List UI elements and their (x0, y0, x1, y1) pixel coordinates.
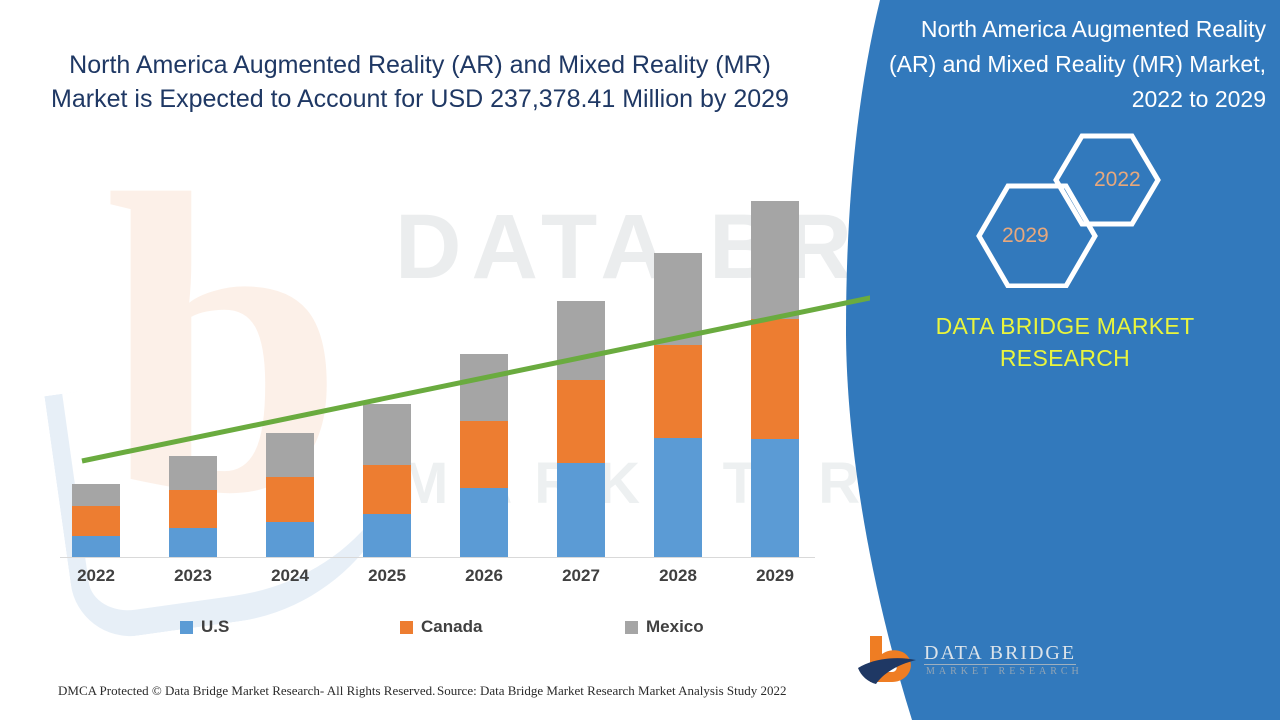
legend-item[interactable]: Canada (400, 617, 625, 637)
x-axis-label: 2026 (465, 566, 503, 585)
bar-segment[interactable] (72, 484, 120, 506)
x-axis-label: 2025 (368, 566, 406, 585)
bar-segment[interactable] (460, 354, 508, 421)
bar-group[interactable] (557, 301, 605, 558)
chart-legend: U.S Canada Mexico (180, 617, 740, 637)
bar-segment[interactable] (654, 253, 702, 345)
bar-segment[interactable] (557, 463, 605, 558)
legend-label: Canada (421, 617, 483, 636)
bar-group[interactable] (266, 433, 314, 558)
bar-group[interactable] (654, 253, 702, 558)
logo-divider (924, 664, 1076, 665)
bar-segment[interactable] (169, 490, 217, 528)
logo-mark-icon (858, 636, 916, 684)
right-brand-panel: North America Augmented Reality (AR) and… (840, 0, 1280, 720)
bar-group[interactable] (169, 456, 217, 558)
bar-segment[interactable] (266, 522, 314, 558)
bar-segment[interactable] (751, 439, 799, 558)
bar-segment[interactable] (654, 345, 702, 438)
x-axis-label: 2027 (562, 566, 600, 585)
x-axis-label: 2028 (659, 566, 697, 585)
hexagon-label-2029: 2029 (1002, 224, 1049, 247)
brand-name-text: DATA BRIDGE MARKET RESEARCH (935, 313, 1195, 371)
bar-segment[interactable] (169, 456, 217, 490)
hexagon-2022-shape (1053, 133, 1161, 227)
bar-segment[interactable] (751, 201, 799, 319)
panel-title: North America Augmented Reality (AR) and… (888, 16, 1266, 112)
bar-segment[interactable] (460, 488, 508, 558)
footer-source: Source: Data Bridge Market Research Mark… (437, 683, 787, 698)
bar-segment[interactable] (363, 465, 411, 514)
x-axis-label: 2023 (174, 566, 212, 585)
bar-segment[interactable] (266, 477, 314, 522)
brand-logo: DATA BRIDGE MARKET RESEARCH (856, 632, 1086, 694)
x-axis-label: 2022 (77, 566, 115, 585)
bar-group[interactable] (460, 354, 508, 558)
x-axis-label: 2024 (271, 566, 309, 585)
panel-background-shape (846, 0, 1280, 720)
bar-segment[interactable] (169, 528, 217, 558)
legend-item[interactable]: Mexico (625, 617, 704, 637)
hexagon-outlines-icon (976, 133, 1161, 289)
x-axis-labels: 2022 2023 2024 2025 2026 2027 2028 2029 (60, 566, 815, 596)
hexagon-2029-shape (976, 183, 1098, 289)
legend-item[interactable]: U.S (180, 617, 400, 637)
legend-swatch-icon (625, 620, 638, 634)
footer-copyright: DMCA Protected © Data Bridge Market Rese… (58, 683, 436, 698)
legend-swatch-icon (180, 620, 193, 634)
bar-segment[interactable] (266, 433, 314, 477)
bar-group[interactable] (72, 484, 120, 558)
bar-segment[interactable] (363, 404, 411, 465)
bar-segment[interactable] (751, 319, 799, 439)
bar-segment[interactable] (363, 514, 411, 558)
legend-swatch-icon (400, 620, 413, 634)
bar-segment[interactable] (460, 421, 508, 488)
bar-group[interactable] (363, 404, 411, 558)
hexagon-badges-group: 2022 2029 (974, 128, 1204, 289)
legend-label: U.S (201, 617, 230, 636)
chart-title: North America Augmented Reality (AR) and… (51, 51, 789, 113)
logo-text-main: DATA BRIDGE (924, 642, 1077, 664)
bar-segment[interactable] (654, 438, 702, 558)
x-axis-label: 2029 (756, 566, 794, 585)
bar-plot-area (60, 190, 815, 558)
bar-segment[interactable] (557, 301, 605, 380)
bar-segment[interactable] (72, 506, 120, 536)
chart-baseline-axis (60, 557, 815, 558)
legend-label: Mexico (646, 617, 704, 636)
bar-group[interactable] (751, 201, 799, 558)
logo-text-sub: MARKET RESEARCH (926, 666, 1083, 677)
hexagon-label-2022: 2022 (1094, 168, 1141, 191)
bar-segment[interactable] (72, 536, 120, 558)
bar-segment[interactable] (557, 380, 605, 463)
